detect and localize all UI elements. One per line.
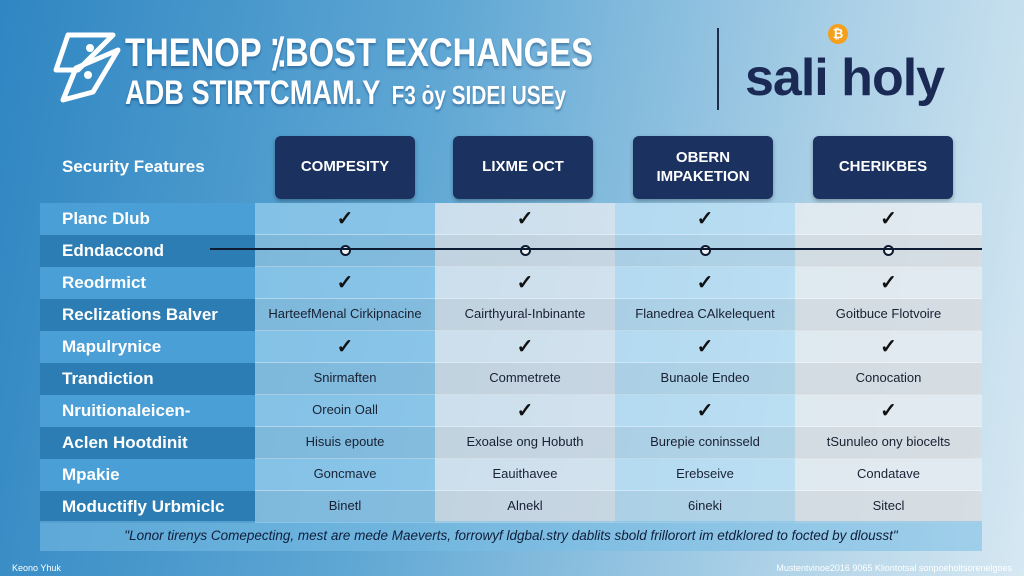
check-icon: ✓ xyxy=(516,207,534,230)
table-row: Moductifly Urbmiclc Binetl Alnekl 6ineki Sit… xyxy=(40,491,982,523)
row-label: Planc Dlub xyxy=(40,203,255,235)
title-line-1: THENOP ⁒BOST EXCHANGES xyxy=(125,31,593,75)
table-row: Reclizations Balver HarteefMenal Cirkipna… xyxy=(40,299,982,331)
check-icon: ✓ xyxy=(516,271,534,294)
comparison-table: Planc Dlub ✓ ✓ ✓ ✓ Edndaccond Reodrmict ✓ ✓ ✓ ✓ Rec… xyxy=(40,203,982,523)
rocket-icon xyxy=(53,32,121,103)
cell-text: Commetrete xyxy=(435,363,615,395)
table-row: Mpakie Goncmave Eauithavee Erebseive Condata… xyxy=(40,459,982,491)
cell-text: Goitbuce Flotvoire xyxy=(795,299,982,331)
row-label: Trandiction xyxy=(40,363,255,395)
source-right: Mustentvinoe2016 9065 Kliontotsal sonpoe… xyxy=(776,563,1012,573)
row-label: Nruitionaleicen- xyxy=(40,395,255,427)
cell: ✓ xyxy=(795,203,982,235)
circle-marker-icon xyxy=(883,245,894,256)
check-icon: ✓ xyxy=(696,271,714,294)
check-icon: ✓ xyxy=(696,335,714,358)
divider xyxy=(717,28,719,110)
cell-text: Conocation xyxy=(795,363,982,395)
source-left: Keono Yhuk xyxy=(12,563,61,573)
circle-marker-icon xyxy=(339,245,351,256)
bitcoin-coin-icon: ₿ xyxy=(828,24,848,44)
table-row: Reodrmict ✓ ✓ ✓ ✓ xyxy=(40,267,982,299)
cell xyxy=(435,235,615,267)
table-row: Aclen Hootdinit Hisuis epoute Exoalse ong … xyxy=(40,427,982,459)
check-icon: ✓ xyxy=(336,335,354,358)
row-label: Aclen Hootdinit xyxy=(40,427,255,459)
cell: ✓ xyxy=(255,267,435,299)
table-row: Mapulrynice ✓ ✓ ✓ ✓ xyxy=(40,331,982,363)
cell: ✓ xyxy=(435,395,615,427)
column-header: OBERN IMPAKETION xyxy=(633,136,773,199)
table-row: Planc Dlub ✓ ✓ ✓ ✓ xyxy=(40,203,982,235)
circle-marker-icon xyxy=(699,245,711,256)
table-row: Trandiction Snirmaften Commetrete Bunaole E… xyxy=(40,363,982,395)
check-icon: ✓ xyxy=(880,271,897,294)
cell-text: Bunaole Endeo xyxy=(615,363,795,395)
cell xyxy=(795,235,982,267)
cell-text: Flanedrea CAlkelequent xyxy=(615,299,795,331)
cell-text: Exoalse ong Hobuth xyxy=(435,427,615,459)
logo: sali holy xyxy=(745,49,945,107)
cell: ✓ xyxy=(435,203,615,235)
row-label: Reodrmict xyxy=(40,267,255,299)
cell xyxy=(255,235,435,267)
cell: ✓ xyxy=(615,331,795,363)
timeline-line xyxy=(210,248,982,250)
check-icon: ✓ xyxy=(336,271,354,294)
footnote: "Lonor tirenys Comepecting, mest are med… xyxy=(40,521,982,551)
table-row: Nruitionaleicen- Oreoin Oall ✓ ✓ ✓ xyxy=(40,395,982,427)
cell: ✓ xyxy=(435,267,615,299)
title-line-2: ADB STIRTCMAM.Y F3 ȯy SIDEI USEy xyxy=(125,74,566,113)
column-header: LIXME OCT xyxy=(453,136,593,199)
cell-text: Burepie coninsseld xyxy=(615,427,795,459)
column-header: CHERIKBES xyxy=(813,136,953,199)
cell-text: Condatave xyxy=(795,459,982,491)
cell-text: Alnekl xyxy=(435,491,615,523)
row-header-label: Security Features xyxy=(62,157,205,176)
cell: ✓ xyxy=(255,203,435,235)
cell-text: Oreoin Oall xyxy=(255,395,435,427)
check-icon: ✓ xyxy=(880,399,897,422)
row-label: Edndaccond xyxy=(40,235,255,267)
row-label: Moductifly Urbmiclc xyxy=(40,491,255,523)
check-icon: ✓ xyxy=(516,399,534,422)
cell-text: Eauithavee xyxy=(435,459,615,491)
row-label: Reclizations Balver xyxy=(40,299,255,331)
circle-marker-icon xyxy=(519,245,531,256)
check-icon: ✓ xyxy=(516,335,534,358)
cell: ✓ xyxy=(795,331,982,363)
cell-text: Cairthyural-Inbinante xyxy=(435,299,615,331)
cell-text: HarteefMenal Cirkipnacine xyxy=(255,299,435,331)
column-header: COMPESITY xyxy=(275,136,415,199)
row-label: Mpakie xyxy=(40,459,255,491)
check-icon: ✓ xyxy=(880,335,897,358)
cell: ✓ xyxy=(795,395,982,427)
cell-text: Snirmaften xyxy=(255,363,435,395)
cell: ✓ xyxy=(615,203,795,235)
check-icon: ✓ xyxy=(336,207,354,230)
cell-text: Hisuis epoute xyxy=(255,427,435,459)
cell: ✓ xyxy=(795,267,982,299)
cell-text: Erebseive xyxy=(615,459,795,491)
title-line-2-small: F3 ȯy SIDEI USEy xyxy=(391,80,567,110)
row-label: Mapulrynice xyxy=(40,331,255,363)
cell xyxy=(615,235,795,267)
title-line-2-main: ADB STIRTCMAM.Y xyxy=(125,74,381,112)
cell: ✓ xyxy=(255,331,435,363)
cell: ✓ xyxy=(615,395,795,427)
table-row: Edndaccond xyxy=(40,235,982,267)
cell-text: tSunuleo ony biocelts xyxy=(795,427,982,459)
check-icon: ✓ xyxy=(696,207,714,230)
cell-text: Binetl xyxy=(255,491,435,523)
cell: ✓ xyxy=(435,331,615,363)
cell: ✓ xyxy=(615,267,795,299)
cell-text: Goncmave xyxy=(255,459,435,491)
check-icon: ✓ xyxy=(696,399,714,422)
check-icon: ✓ xyxy=(880,207,897,230)
cell-text: 6ineki xyxy=(615,491,795,523)
cell-text: Sitecl xyxy=(795,491,982,523)
